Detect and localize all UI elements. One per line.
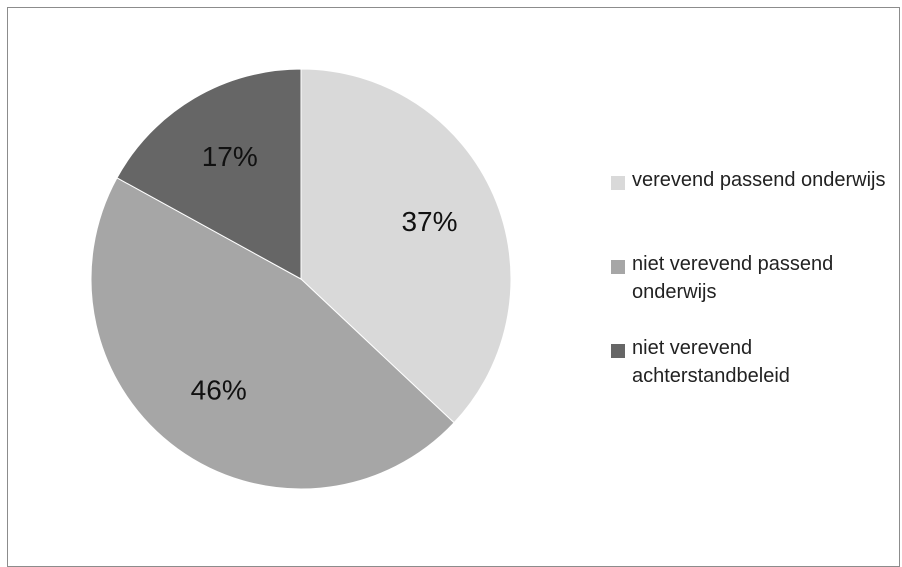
legend: verevend passend onderwijs niet verevend…	[611, 166, 896, 418]
pie-slices	[90, 68, 512, 490]
legend-label-verevend-passend-onderwijs: verevend passend onderwijs	[632, 169, 886, 191]
pie-slice-verevend-passend-onderwijs	[300, 68, 512, 424]
legend-swatch-verevend-passend-onderwijs	[611, 176, 625, 190]
pie-chart: 37% 46% 17%	[90, 68, 512, 490]
legend-swatch-niet-verevend-achterstandbeleid	[611, 344, 625, 358]
legend-item-verevend-passend-onderwijs: verevend passend onderwijs	[611, 166, 896, 224]
legend-label-niet-verevend-achterstandbeleid: niet verevend achterstandbeleid	[632, 337, 790, 387]
legend-swatch-niet-verevend-passend-onderwijs	[611, 260, 625, 274]
pie-data-label-niet-verevend-achterstandbeleid: 17%	[202, 141, 258, 172]
legend-label-niet-verevend-passend-onderwijs: niet verevend passend onderwijs	[632, 253, 834, 303]
pie-slice-niet-verevend-achterstandbeleid	[116, 68, 302, 280]
legend-item-niet-verevend-passend-onderwijs: niet verevend passend onderwijs	[611, 250, 896, 308]
pie-data-labels: 37% 46% 17%	[191, 141, 458, 406]
pie-data-label-verevend-passend-onderwijs: 37%	[401, 206, 457, 237]
legend-item-niet-verevend-achterstandbeleid: niet verevend achterstandbeleid	[611, 334, 896, 392]
pie-data-label-niet-verevend-passend-onderwijs: 46%	[191, 375, 247, 406]
pie-slice-niet-verevend-passend-onderwijs	[90, 177, 455, 490]
